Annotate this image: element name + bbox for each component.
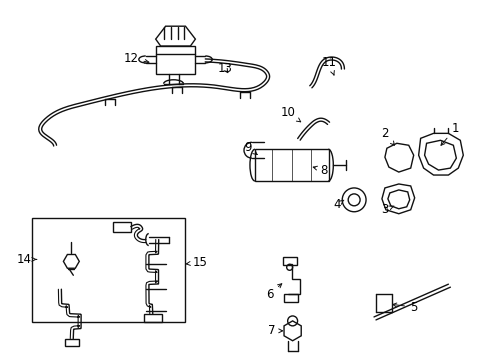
Bar — [155, 46, 195, 74]
Text: 14: 14 — [16, 253, 37, 266]
Text: 4: 4 — [333, 198, 343, 211]
Bar — [113, 222, 131, 231]
Text: 6: 6 — [265, 284, 281, 301]
Bar — [282, 257, 296, 265]
Text: 5: 5 — [392, 301, 417, 314]
Text: 15: 15 — [186, 256, 207, 269]
Text: 3: 3 — [381, 203, 393, 216]
Text: 2: 2 — [380, 127, 394, 145]
Text: 1: 1 — [440, 122, 458, 145]
Text: 8: 8 — [313, 163, 327, 176]
Bar — [254, 149, 328, 181]
Text: 12: 12 — [123, 53, 149, 66]
Text: 10: 10 — [280, 106, 300, 122]
Text: 13: 13 — [217, 62, 232, 75]
Bar — [32, 218, 185, 322]
Bar — [65, 339, 79, 346]
Text: 9: 9 — [244, 141, 257, 154]
Bar — [283, 294, 297, 302]
Text: 7: 7 — [267, 324, 282, 337]
Text: 11: 11 — [321, 57, 336, 75]
Bar — [143, 314, 162, 322]
